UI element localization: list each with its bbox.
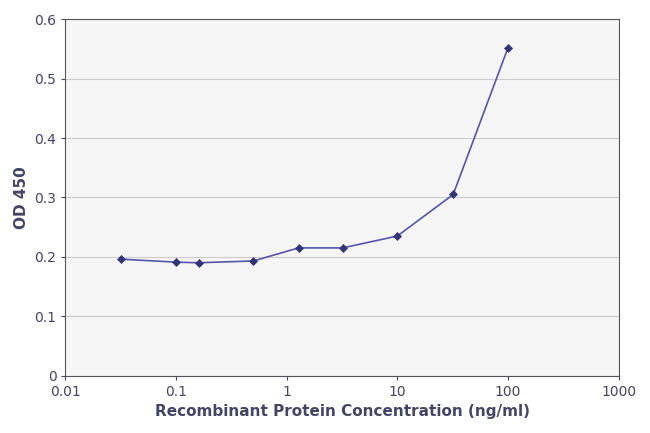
Y-axis label: OD 450: OD 450 — [14, 166, 29, 229]
X-axis label: Recombinant Protein Concentration (ng/ml): Recombinant Protein Concentration (ng/ml… — [155, 404, 530, 419]
